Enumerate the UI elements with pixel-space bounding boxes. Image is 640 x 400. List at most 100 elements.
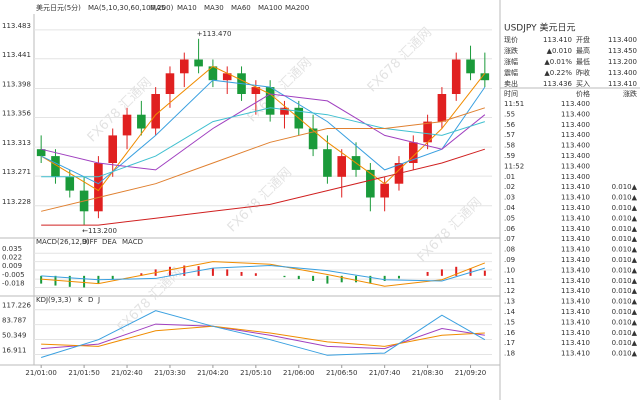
macd-label: DIFF	[82, 238, 98, 246]
trade-cell: 0.010▲	[612, 298, 638, 306]
macd-label: DEA	[102, 238, 117, 246]
quote-value: 113.410	[543, 36, 572, 44]
candle-body	[65, 176, 75, 191]
trade-cell: 113.400	[561, 142, 590, 150]
trade-cell: 11:51	[504, 100, 524, 108]
trade-cell: 113.400	[561, 121, 590, 129]
trade-cell: 0.010▲	[612, 204, 638, 212]
trade-cell: .12	[504, 287, 515, 295]
kdj-label: K	[78, 296, 83, 304]
kdj-label: D	[88, 296, 93, 304]
quote-label: 买入	[576, 80, 590, 88]
annotation: ←113.200	[82, 227, 117, 235]
candle-body	[280, 107, 289, 115]
trade-cell: 113.410	[561, 214, 590, 222]
quote-value: ▲0.01%	[544, 58, 572, 66]
candle-body	[222, 73, 232, 81]
trade-header: 涨跌	[623, 89, 637, 98]
trade-cell: 113.400	[561, 131, 590, 139]
candle-body	[151, 94, 160, 129]
indicator-line	[41, 323, 485, 350]
quote-value: 113.400	[608, 69, 637, 77]
indicator-line	[41, 93, 486, 171]
candle-body	[94, 163, 103, 212]
legend-entry: MA60	[231, 4, 251, 12]
trade-cell: 0.010▲	[612, 308, 638, 316]
indicator-line	[41, 310, 486, 359]
candle-body	[208, 66, 218, 81]
x-tick-label: 21/02:40	[111, 369, 142, 377]
trade-cell: .16	[504, 329, 516, 337]
trade-cell: 113.410	[561, 277, 590, 285]
trade-header: 时间	[504, 89, 518, 98]
quote-value: ▲0.010	[547, 47, 572, 55]
candle-body	[366, 169, 375, 198]
trade-cell: 0.010▲	[612, 277, 638, 285]
candle-body	[451, 59, 461, 94]
macd-label: MACD	[122, 238, 143, 246]
y-tick-label: 113.271	[2, 168, 31, 176]
x-tick-label: 21/07:40	[369, 369, 400, 377]
trade-header: 价格	[576, 89, 590, 98]
kdj-title: KDJ(9,3,3)	[36, 296, 72, 304]
candle-body	[137, 114, 146, 129]
trade-cell: 113.410	[561, 256, 590, 264]
trade-cell: 0.010▲	[612, 194, 638, 202]
trade-cell: .03	[504, 194, 515, 202]
candle-body	[179, 59, 189, 74]
y-tick-label: 113.356	[2, 109, 31, 117]
quote-label: 现价	[504, 36, 518, 44]
indicator-line	[41, 325, 485, 347]
indicator-line	[41, 261, 486, 287]
candle-body	[122, 114, 132, 136]
trade-cell: 113.410	[561, 235, 590, 243]
y-tick-label: -0.018	[2, 279, 25, 287]
quote-value: 113.450	[608, 47, 637, 55]
trade-cell: .59	[504, 152, 515, 160]
trade-cell: .05	[504, 214, 515, 222]
trade-cell: 0.010▲	[612, 256, 638, 264]
trade-cell: .09	[504, 256, 515, 264]
trade-cell: 113.410	[561, 318, 590, 326]
trade-cell: .06	[504, 225, 516, 233]
y-tick-label: 113.228	[2, 198, 31, 206]
quote-label: 最高	[576, 46, 590, 55]
trade-cell: 0.010▲	[612, 350, 638, 358]
indicator-line	[41, 107, 485, 178]
legend-entry: MA30	[204, 4, 224, 12]
trade-cell: 113.400	[561, 162, 590, 170]
candle-body	[51, 156, 60, 177]
candle-body	[251, 87, 261, 94]
trade-cell: 113.410	[561, 194, 590, 202]
trade-cell: 113.400	[561, 100, 590, 108]
trade-cell: 113.400	[561, 173, 590, 181]
candle-body	[380, 183, 389, 198]
trade-cell: .02	[504, 183, 515, 191]
candle-body	[437, 94, 447, 122]
candle-body	[337, 156, 347, 177]
trade-cell: 113.410	[561, 204, 590, 212]
trade-cell: .04	[504, 204, 516, 212]
y-tick-label: 16.911	[2, 346, 27, 354]
trade-cell: 11:52	[504, 162, 524, 170]
trade-cell: 113.410	[561, 298, 590, 306]
quote-symbol: USDJPY 美元日元	[504, 22, 575, 34]
trade-cell: 113.410	[561, 308, 590, 316]
y-tick-label: 50.349	[2, 332, 27, 340]
trade-cell: 0.010▲	[612, 318, 638, 326]
trade-cell: 0.010▲	[612, 183, 638, 191]
indicator-line	[41, 265, 485, 282]
trade-cell: 113.410	[561, 287, 590, 295]
legend-entry: MA200	[285, 4, 309, 12]
candle-body	[108, 135, 118, 163]
quote-label: 昨收	[576, 68, 590, 77]
y-tick-label: 113.313	[2, 139, 31, 147]
x-tick-label: 21/03:30	[154, 369, 185, 377]
candle-body	[36, 149, 46, 157]
trade-cell: 113.410	[561, 329, 590, 337]
macd-title: MACD(26,12,9)	[36, 238, 89, 246]
x-tick-label: 21/09:20	[455, 369, 486, 377]
kdj-label: J	[97, 296, 100, 304]
legend-entry: MA10	[177, 4, 197, 12]
